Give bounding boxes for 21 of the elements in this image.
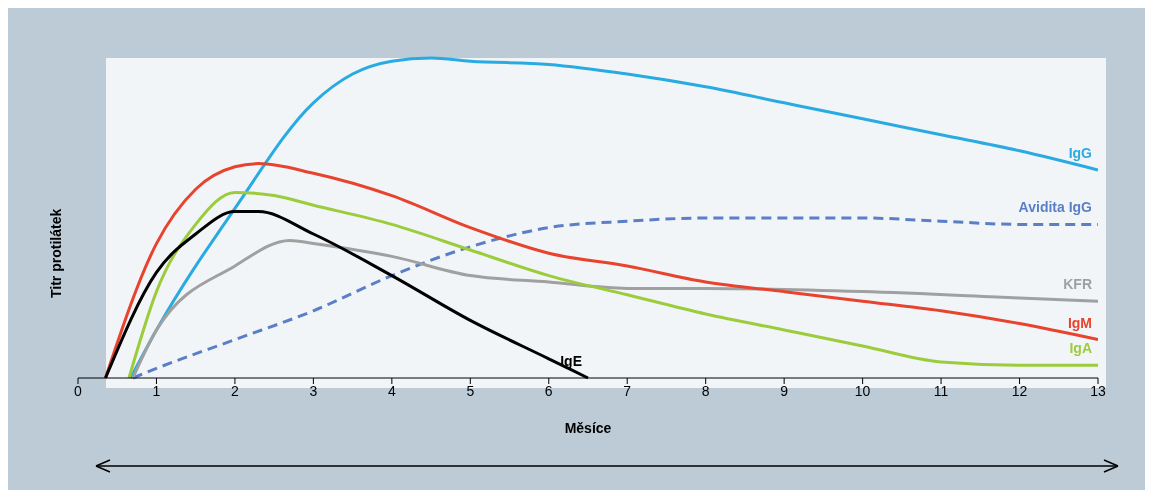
y-axis-title: Titr protilátek bbox=[48, 208, 64, 298]
x-tick-label: 11 bbox=[933, 382, 949, 399]
x-tick-label: 0 bbox=[74, 382, 83, 399]
x-tick-label: 12 bbox=[1011, 382, 1028, 399]
x-tick-label: 9 bbox=[780, 382, 789, 399]
x-tick-label: 13 bbox=[1090, 382, 1106, 399]
x-tick-label: 8 bbox=[701, 382, 710, 399]
series-label: KFR bbox=[1063, 276, 1092, 293]
series-label: IgG bbox=[1068, 145, 1093, 161]
x-tick-label: 1 bbox=[152, 382, 161, 399]
x-tick-label: 10 bbox=[854, 382, 871, 399]
x-tick-label: 5 bbox=[466, 382, 475, 399]
series-label: Avidita IgG bbox=[1018, 199, 1093, 216]
x-tick-label: 2 bbox=[231, 382, 240, 399]
x-tick-label: 4 bbox=[387, 382, 396, 399]
series-label: IgA bbox=[1069, 340, 1092, 357]
series-label: IgM bbox=[1067, 314, 1092, 331]
x-tick-label: 3 bbox=[309, 382, 318, 399]
x-tick-label: 7 bbox=[623, 382, 632, 399]
x-tick-label: 6 bbox=[544, 382, 553, 399]
x-axis-title: Měsíce bbox=[564, 420, 612, 436]
